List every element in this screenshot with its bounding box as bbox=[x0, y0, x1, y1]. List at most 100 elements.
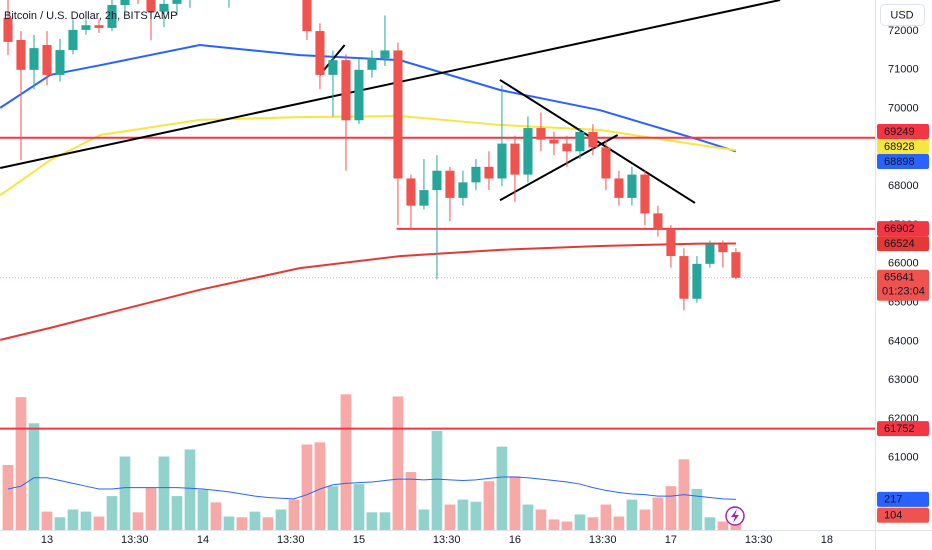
candle-body bbox=[55, 50, 65, 75]
x-tick-label: 15 bbox=[353, 534, 365, 546]
y-tick-label: 71000 bbox=[888, 64, 919, 76]
x-tick-label: 17 bbox=[665, 534, 677, 546]
candle-body bbox=[432, 170, 442, 191]
moving-average-line bbox=[0, 43, 737, 153]
volume-bar bbox=[327, 486, 339, 530]
candle-body bbox=[406, 178, 416, 206]
candle-body bbox=[562, 143, 572, 152]
volume-bar bbox=[15, 397, 27, 530]
y-tick-label: 68000 bbox=[888, 180, 919, 192]
volume-bar bbox=[171, 496, 183, 530]
candle-body bbox=[42, 45, 52, 75]
volume-bar bbox=[197, 489, 209, 530]
volume-bar bbox=[431, 431, 443, 530]
y-tick-label: 66000 bbox=[888, 258, 919, 270]
candle-body bbox=[380, 50, 390, 59]
candle-body bbox=[159, 3, 169, 12]
price-label: 66524 bbox=[884, 238, 915, 250]
volume-bar bbox=[600, 504, 612, 530]
candle-body bbox=[120, 0, 130, 6]
volume-bar bbox=[2, 464, 14, 530]
volume-bar bbox=[353, 484, 365, 530]
volume-bar bbox=[535, 509, 547, 530]
last-price-box bbox=[877, 269, 929, 301]
volume-bar bbox=[457, 499, 469, 530]
price-label: 66902 bbox=[884, 223, 915, 235]
volume-bar bbox=[717, 521, 729, 530]
candle-body bbox=[146, 0, 156, 12]
candle-body bbox=[172, 0, 182, 4]
volume-bar bbox=[561, 521, 573, 530]
volume-bar bbox=[223, 516, 235, 530]
volume-bar bbox=[132, 512, 144, 530]
volume-bar bbox=[548, 519, 560, 530]
price-label: 217 bbox=[884, 494, 902, 506]
currency-button[interactable] bbox=[880, 4, 925, 26]
y-tick-label: 72000 bbox=[888, 25, 919, 37]
volume-bar bbox=[587, 517, 599, 530]
candle-body bbox=[731, 252, 741, 278]
volume-bar bbox=[67, 509, 79, 530]
lightning-icon[interactable] bbox=[725, 506, 745, 526]
volume-bar bbox=[249, 511, 261, 530]
volume-bar bbox=[288, 499, 300, 530]
candle-body bbox=[367, 58, 377, 70]
candle-body bbox=[107, 5, 117, 28]
last-price-label: 65641 bbox=[884, 272, 915, 284]
candle-body bbox=[718, 244, 728, 253]
y-tick-label: 63000 bbox=[888, 374, 919, 386]
candle-body bbox=[16, 39, 26, 70]
candle-body bbox=[510, 143, 520, 175]
volume-bar bbox=[496, 446, 508, 530]
price-label-box bbox=[877, 421, 929, 437]
trend-line bbox=[0, 0, 781, 169]
volume-bar bbox=[236, 517, 248, 530]
volume-bar bbox=[210, 502, 222, 530]
volume-bar bbox=[93, 516, 105, 530]
moving-average-line bbox=[0, 242, 736, 341]
candle-body bbox=[341, 60, 351, 121]
volume-bar bbox=[158, 456, 170, 530]
x-tick-label: 13:30 bbox=[121, 534, 149, 546]
candle-body bbox=[549, 139, 559, 144]
volume-bar bbox=[54, 517, 66, 530]
candle-body bbox=[94, 25, 104, 28]
candle-body bbox=[484, 166, 494, 179]
candle-body bbox=[458, 182, 468, 198]
candle-body bbox=[666, 228, 676, 257]
volume-bar bbox=[379, 512, 391, 530]
candle-body bbox=[614, 178, 624, 198]
price-label-box bbox=[877, 123, 929, 139]
volume-bar bbox=[366, 512, 378, 530]
price-label-box bbox=[877, 507, 929, 523]
candle-body bbox=[471, 166, 481, 183]
volume-bar bbox=[184, 449, 196, 530]
volume-bar bbox=[405, 472, 417, 530]
price-label: 61752 bbox=[884, 423, 915, 435]
candle-body bbox=[640, 174, 650, 214]
x-tick-label: 13:30 bbox=[745, 534, 773, 546]
x-tick-label: 14 bbox=[197, 534, 209, 546]
candle-body bbox=[419, 190, 429, 206]
volume-bar bbox=[80, 511, 92, 530]
candle-body bbox=[81, 25, 91, 30]
candle-body bbox=[536, 128, 546, 140]
candle-body bbox=[302, 0, 312, 32]
price-label-box bbox=[877, 236, 929, 252]
price-label: 68928 bbox=[884, 141, 915, 153]
price-label-box bbox=[877, 491, 929, 507]
volume-bar bbox=[275, 509, 287, 530]
volume-bar bbox=[262, 517, 274, 530]
countdown-label: 01:23:04 bbox=[882, 286, 925, 298]
candle-body bbox=[653, 213, 663, 229]
currency-label[interactable]: USD bbox=[890, 9, 913, 21]
price-label-box bbox=[877, 153, 929, 169]
candle-body bbox=[393, 50, 403, 179]
price-label: 104 bbox=[884, 510, 902, 522]
volume-bar bbox=[119, 456, 131, 530]
candle-body bbox=[68, 29, 78, 51]
candle-body bbox=[575, 131, 585, 152]
volume-bar bbox=[652, 497, 664, 530]
volume-bar bbox=[28, 423, 40, 530]
